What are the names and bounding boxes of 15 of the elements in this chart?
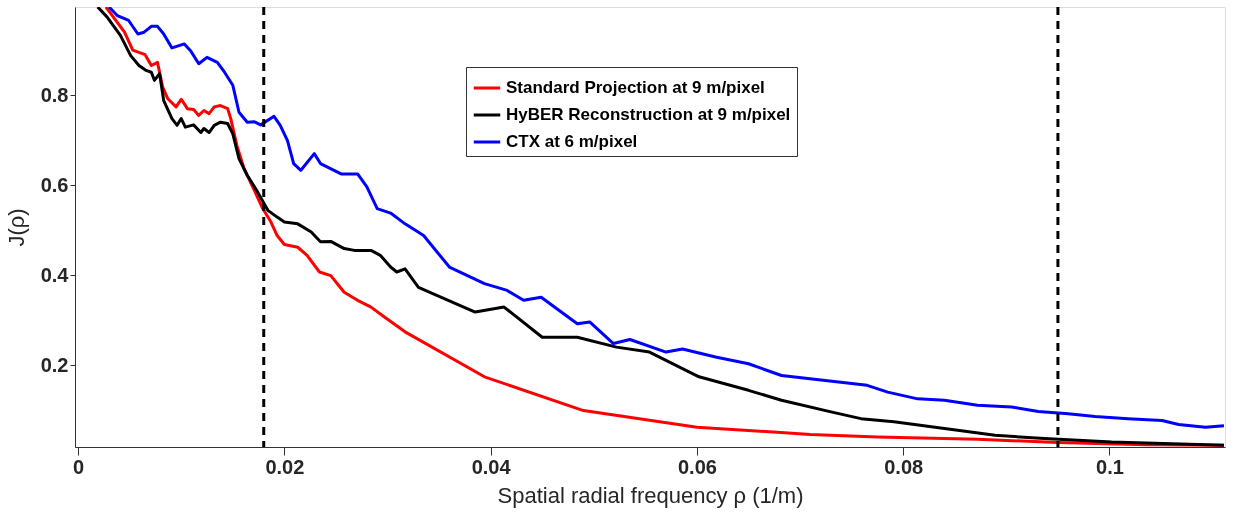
x-tick-label: 0.04 bbox=[471, 455, 512, 478]
x-tick-label: 0.1 bbox=[1096, 455, 1124, 478]
y-axis-title: J(ρ) bbox=[3, 208, 29, 247]
y-tick-label: 0.4 bbox=[40, 263, 70, 286]
y-tick-label: 0.6 bbox=[40, 173, 69, 196]
x-tick-label: 0.08 bbox=[884, 455, 924, 478]
legend-label: CTX at 6 m/pixel bbox=[506, 132, 638, 151]
x-tick-label: 0.02 bbox=[265, 455, 305, 478]
y-tick-label: 0.8 bbox=[40, 83, 69, 106]
x-tick-label: 0.06 bbox=[677, 455, 717, 478]
x-axis-title: Spatial radial frequency ρ (1/m) bbox=[497, 482, 804, 508]
legend-label: Standard Projection at 9 m/pixel bbox=[506, 78, 765, 97]
y-tick-label: 0.2 bbox=[40, 353, 69, 376]
x-tick-label: 0 bbox=[73, 455, 85, 478]
legend-label: HyBER Reconstruction at 9 m/pixel bbox=[506, 105, 791, 124]
